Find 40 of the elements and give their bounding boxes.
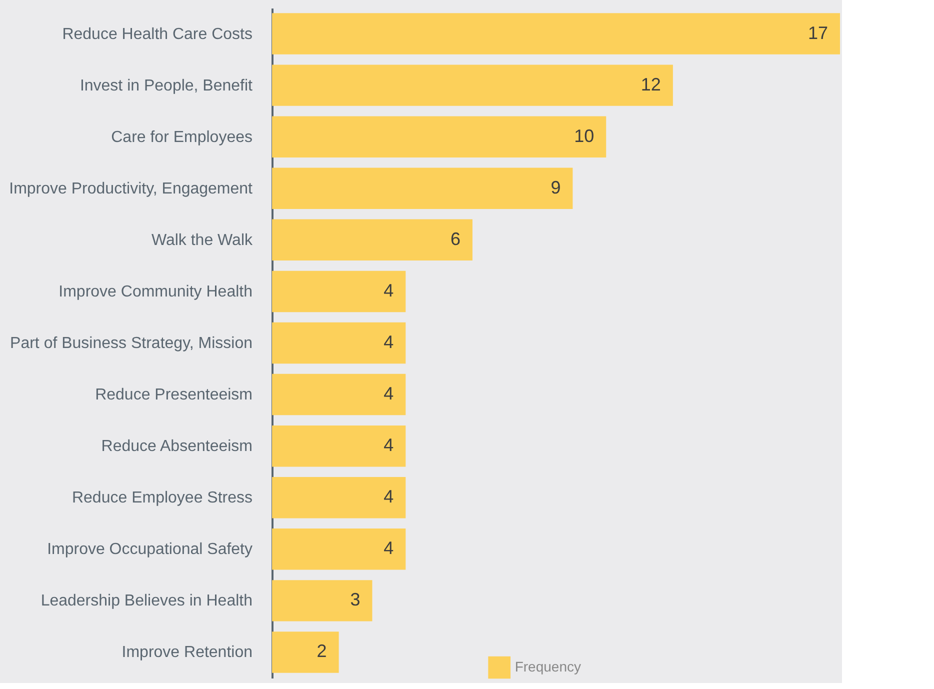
data-label: 4 [384,384,394,404]
y-tick-label: Reduce Health Care Costs [62,26,252,43]
data-label: 9 [550,177,561,198]
y-tick-label: Care for Employees [111,128,252,146]
y-tick-label: Reduce Absenteeism [101,438,252,456]
bar [272,374,406,416]
y-tick-label: Walk the Walk [151,232,254,249]
y-tick-label: Part of Business Strategy, Mission [10,335,252,352]
data-label: 3 [350,590,360,610]
data-label: 2 [316,641,327,662]
bar [272,116,606,158]
y-tick-label: Improve Retention [122,644,252,662]
bar [272,219,472,261]
data-label: 12 [640,74,661,94]
data-label: 4 [384,332,394,352]
legend-label: Frequency [514,658,581,674]
bar [272,632,339,673]
bar [272,270,406,312]
data-label: 4 [384,280,394,300]
bar [272,580,372,622]
bar [272,322,406,364]
data-label: 4 [384,538,394,558]
y-tick-label: Reduce Employee Stress [72,490,252,507]
data-label: 6 [450,228,460,249]
bar [272,477,406,518]
bar [272,168,573,209]
bar [272,64,673,106]
y-tick-label: Improve Occupational Safety [47,541,252,558]
data-label: 4 [384,435,394,456]
y-tick-label: Leadership Believes in Health [40,592,252,610]
y-tick-label: Reduce Presenteeism [95,386,252,404]
data-label: 4 [384,486,394,507]
y-tick-label: Improve Community Health [58,283,252,300]
bar [272,13,840,54]
y-tick-label: Invest in People, Benefit [80,77,254,94]
data-label: 17 [808,22,828,43]
bar [272,425,406,467]
bar [272,528,406,570]
data-label: 10 [574,126,594,146]
y-tick-label: Improve Productivity, Engagement [9,180,254,198]
